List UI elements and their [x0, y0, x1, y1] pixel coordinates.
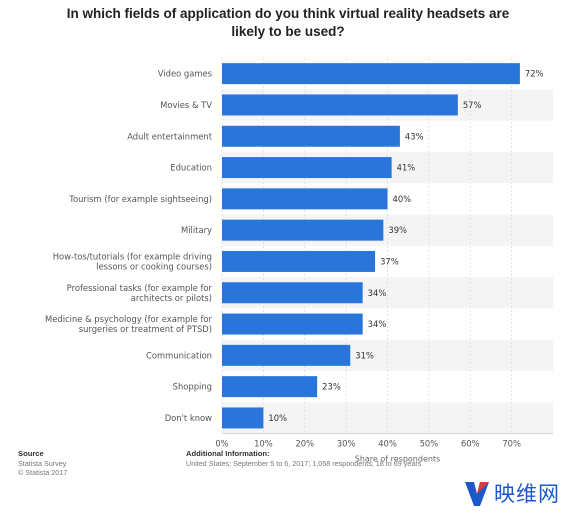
category-label-line: Military: [181, 225, 212, 235]
data-label: 41%: [397, 163, 416, 173]
category-label: Professional tasks (for example for archi…: [67, 283, 213, 303]
category-label-line: Video games: [158, 69, 212, 79]
source-block: Source Statista Survey © Statista 2017: [18, 449, 67, 478]
x-tick-label: 70%: [502, 439, 521, 449]
category-label-line: Medicine & psychology (for example for: [45, 314, 213, 324]
category-label: Education: [170, 163, 212, 173]
bar: [222, 219, 384, 241]
bar-chart: 72% Video games 57% Movies & TV 43% Adult ent…: [45, 58, 553, 464]
bar: [222, 125, 400, 147]
x-tick-label: 30%: [337, 439, 356, 449]
category-label-line: How-tos/tutorials (for example driving: [53, 251, 212, 261]
category-label: Adult entertainment: [127, 131, 212, 141]
data-label: 34%: [368, 319, 387, 329]
category-label: Medicine & psychology (for example for su…: [45, 314, 213, 334]
category-label: Tourism (for example sightseeing): [68, 194, 212, 204]
category-label-line: Education: [170, 163, 212, 173]
data-label: 23%: [322, 382, 341, 392]
category-label: Don't know: [165, 413, 212, 423]
bar: [222, 407, 264, 429]
bar: [222, 63, 520, 85]
category-label: How-tos/tutorials (for example driving le…: [53, 251, 212, 271]
data-label: 34%: [368, 288, 387, 298]
yivian-logo: 映维网: [462, 476, 560, 510]
bar: [222, 344, 351, 366]
category-label-line: Shopping: [173, 382, 212, 392]
category-label-line: surgeries or treatment of PTSD): [79, 324, 212, 334]
category-label: Video games: [158, 69, 212, 79]
yivian-logo-mark-icon: [465, 482, 489, 506]
data-label: 31%: [355, 350, 374, 360]
category-label: Movies & TV: [160, 100, 212, 110]
x-tick-label: 50%: [420, 439, 439, 449]
additional-info-title: Additional Information:: [186, 449, 270, 458]
chart-title-line-2: likely to be used?: [231, 24, 345, 39]
data-label: 39%: [388, 225, 407, 235]
source-line-2: © Statista 2017: [18, 468, 68, 477]
chart-title-line-1: In which fields of application do you th…: [66, 6, 510, 21]
category-label: Shopping: [173, 382, 212, 392]
data-label: 43%: [405, 131, 424, 141]
bar: [222, 313, 363, 335]
category-label-line: Adult entertainment: [127, 131, 212, 141]
x-tick-label: 40%: [378, 439, 397, 449]
category-label-line: Professional tasks (for example for: [67, 283, 213, 293]
source-line-1: Statista Survey: [18, 458, 67, 468]
bar: [222, 157, 392, 179]
category-label-line: architects or pilots): [131, 293, 212, 303]
category-label: Communication: [146, 350, 212, 360]
chart-title: In which fields of application do you th…: [10, 5, 566, 41]
x-tick-label: 0%: [215, 439, 228, 449]
x-axis-title: Share of respondents: [355, 455, 441, 464]
bar: [222, 282, 363, 304]
data-label: 37%: [380, 256, 399, 266]
source-title: Source: [18, 449, 44, 458]
category-label-line: Don't know: [165, 413, 212, 423]
bar: [222, 188, 388, 210]
category-label-line: lessons or cooking courses): [96, 261, 212, 271]
additional-info-text: United States; September 5 to 6, 2017; 1…: [186, 458, 422, 468]
additional-info-block: Additional Information: United States; S…: [186, 449, 421, 468]
data-label: 57%: [463, 100, 482, 110]
x-tick-label: 60%: [461, 439, 480, 449]
data-label: 72%: [525, 69, 544, 79]
category-label-line: Movies & TV: [160, 100, 212, 110]
category-label-line: Communication: [146, 350, 212, 360]
category-label: Military: [181, 225, 212, 235]
x-tick-label: 20%: [295, 439, 314, 449]
yivian-logo-text: 映维网: [494, 482, 560, 506]
category-label-line: Tourism (for example sightseeing): [68, 194, 212, 204]
bar: [222, 94, 458, 116]
bar: [222, 376, 318, 398]
x-tick-label: 10%: [254, 439, 273, 449]
data-label: 10%: [268, 413, 287, 423]
bar: [222, 250, 376, 272]
data-label: 40%: [393, 194, 412, 204]
